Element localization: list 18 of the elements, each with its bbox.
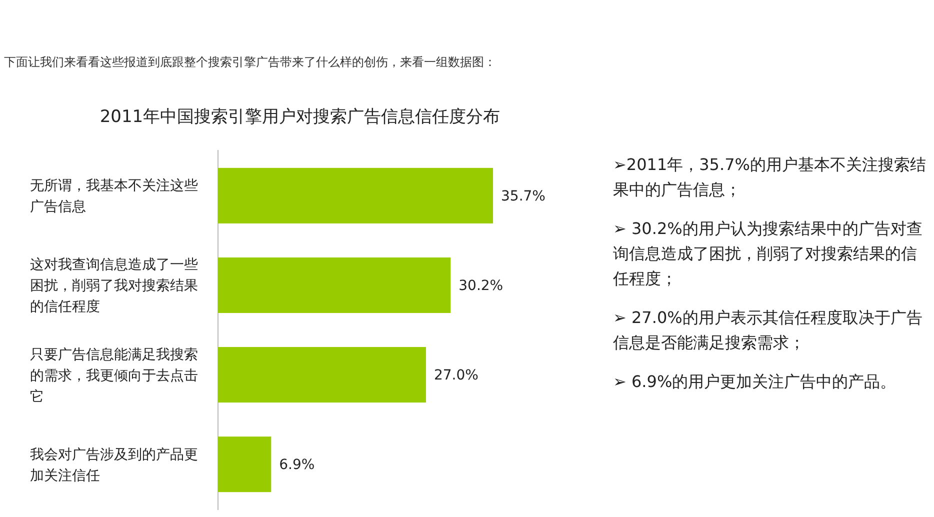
chart-title: 2011年中国搜索引擎用户对搜索广告信息信任度分布 (100, 107, 500, 127)
text: ➢2011年，35.7%的用户基本不关注搜索结果中的广告信息； (613, 155, 926, 199)
y-tick-label: 只要广告信息能满足我搜索的需求，我更倾向于去点击它 (30, 346, 198, 405)
bar (218, 347, 426, 403)
data-label: 6.9% (279, 457, 315, 474)
bar (218, 257, 451, 313)
y-tick-label: 这对我查询信息造成了一些困扰，削弱了我对搜索结果的信任程度 (30, 257, 198, 316)
y-tick-label: 我会对广告涉及到的产品更加关注信任 (30, 446, 198, 484)
chart-subtitle: 下面让我们来看看这些报道到底跟整个搜索引擎广告带来了什么样的创伤，来看一组数据图： (4, 55, 496, 69)
text: ➢ 30.2%的用户认为搜索结果中的广告对查询信息造成了困扰，削弱了对搜索结果的信任程度； (612, 219, 922, 288)
text: ➢ 6.9%的用户更加关注广告中的产品。 (613, 372, 896, 391)
data-label: 35.7% (501, 188, 546, 205)
data-label: 27.0% (434, 368, 478, 384)
y-tick-label: 无所谓，我基本不关注这些广告信息 (30, 178, 198, 216)
bar (218, 436, 272, 492)
data-label: 30.2% (458, 278, 504, 294)
bar (218, 168, 493, 224)
text: ➢ 27.0%的用户表示其信任程度取决于广告信息是否能满足搜索需求； (613, 308, 922, 352)
